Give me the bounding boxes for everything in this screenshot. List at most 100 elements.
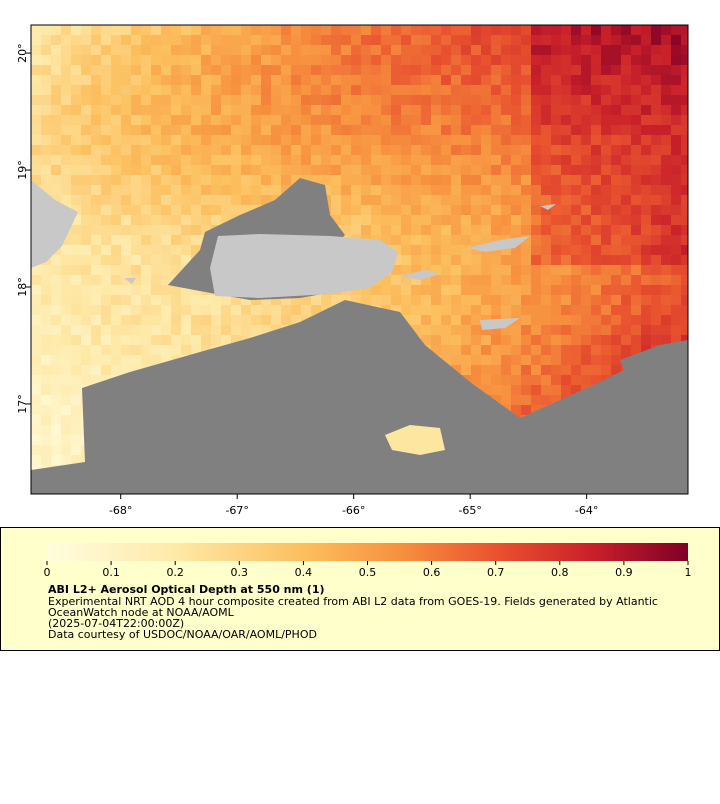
aod-cell: [511, 45, 521, 55]
aod-cell: [81, 125, 91, 135]
aod-cell: [91, 85, 101, 95]
aod-cell: [501, 265, 511, 275]
aod-cell: [501, 125, 511, 135]
aod-cell: [341, 35, 351, 45]
aod-cell: [671, 285, 681, 295]
aod-cell: [671, 315, 681, 325]
aod-cell: [561, 195, 571, 205]
aod-cell: [421, 145, 431, 155]
aod-cell: [611, 275, 621, 285]
aod-cell: [531, 355, 541, 365]
aod-cell: [661, 245, 671, 255]
aod-cell: [551, 275, 561, 285]
aod-cell: [161, 345, 171, 355]
aod-cell: [411, 325, 421, 335]
aod-cell: [431, 115, 441, 125]
aod-cell: [51, 25, 61, 35]
aod-cell: [51, 95, 61, 105]
aod-cell: [351, 165, 361, 175]
aod-cell: [641, 275, 651, 285]
aod-cell: [341, 155, 351, 165]
aod-cell: [121, 125, 131, 135]
aod-cell: [411, 135, 421, 145]
aod-cell: [471, 155, 481, 165]
aod-cell: [561, 215, 571, 225]
aod-cell: [371, 215, 381, 225]
aod-cell: [211, 195, 221, 205]
aod-cell: [151, 185, 161, 195]
aod-cell: [641, 285, 651, 295]
aod-cell: [621, 55, 631, 65]
aod-cell: [471, 165, 481, 175]
aod-cell: [291, 25, 301, 35]
aod-cell: [251, 195, 261, 205]
aod-cell: [141, 245, 151, 255]
aod-cell: [501, 355, 511, 365]
aod-cell: [471, 85, 481, 95]
aod-cell: [151, 355, 161, 365]
aod-cell: [41, 135, 51, 145]
aod-cell: [51, 355, 61, 365]
y-tick-label: 17°: [16, 394, 29, 414]
aod-cell: [531, 295, 541, 305]
aod-cell: [431, 205, 441, 215]
aod-cell: [571, 325, 581, 335]
haze-patch: [385, 425, 445, 455]
aod-cell: [511, 325, 521, 335]
aod-cell: [401, 225, 411, 235]
aod-cell: [621, 65, 631, 75]
aod-cell: [91, 295, 101, 305]
aod-cell: [561, 135, 571, 145]
aod-cell: [191, 155, 201, 165]
aod-cell: [681, 205, 688, 215]
aod-cell: [31, 65, 41, 75]
aod-cell: [131, 155, 141, 165]
aod-cell: [61, 405, 71, 415]
aod-cell: [431, 235, 441, 245]
aod-cell: [261, 45, 271, 55]
aod-cell: [661, 205, 671, 215]
aod-cell: [191, 305, 201, 315]
aod-cell: [521, 35, 531, 45]
aod-cell: [51, 415, 61, 425]
aod-cell: [111, 65, 121, 75]
aod-cell: [601, 45, 611, 55]
aod-cell: [541, 365, 551, 375]
aod-cell: [641, 55, 651, 65]
aod-cell: [231, 55, 241, 65]
aod-cell: [111, 145, 121, 155]
aod-cell: [591, 175, 601, 185]
aod-cell: [671, 65, 681, 75]
aod-cell: [491, 75, 501, 85]
aod-cell: [521, 355, 531, 365]
aod-cell: [401, 85, 411, 95]
aod-cell: [261, 75, 271, 85]
aod-cell: [31, 145, 41, 155]
aod-cell: [551, 365, 561, 375]
aod-cell: [111, 315, 121, 325]
aod-cell: [61, 255, 71, 265]
aod-cell: [641, 305, 651, 315]
aod-cell: [581, 205, 591, 215]
aod-cell: [491, 165, 501, 175]
aod-cell: [211, 325, 221, 335]
aod-cell: [491, 65, 501, 75]
aod-cell: [311, 35, 321, 45]
aod-cell: [181, 305, 191, 315]
aod-cell: [521, 145, 531, 155]
aod-cell: [481, 35, 491, 45]
aod-cell: [501, 205, 511, 215]
aod-cell: [231, 295, 241, 305]
aod-cell: [281, 125, 291, 135]
aod-cell: [161, 75, 171, 85]
aod-cell: [471, 35, 481, 45]
aod-cell: [161, 185, 171, 195]
aod-cell: [621, 215, 631, 225]
aod-cell: [551, 185, 561, 195]
aod-cell: [591, 105, 601, 115]
aod-cell: [421, 235, 431, 245]
aod-cell: [131, 45, 141, 55]
aod-cell: [571, 245, 581, 255]
colorbar-tick-label: 1: [685, 566, 692, 579]
aod-cell: [81, 305, 91, 315]
